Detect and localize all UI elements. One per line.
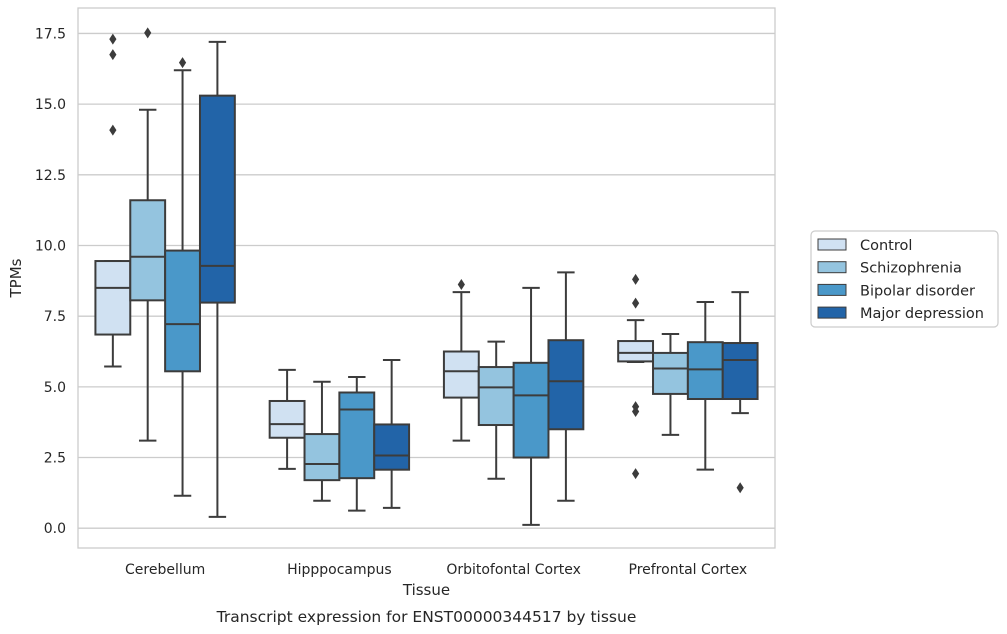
box-body (164, 249, 201, 373)
box-body (652, 351, 689, 395)
box-body (686, 341, 724, 401)
box-body (198, 94, 236, 304)
y-tick-label: 17.5 (35, 26, 66, 42)
x-axis-label: Tissue (402, 581, 450, 599)
legend-label: Major depression (860, 306, 984, 322)
box-body (303, 433, 341, 482)
y-tick-labels: 0.0 2.5 5.0 7.5 10.0 12.5 15.0 17.5 (35, 26, 66, 537)
legend-swatch (817, 283, 847, 296)
box-body (129, 199, 167, 302)
box-body (373, 423, 411, 471)
box-body (94, 260, 132, 336)
legend-swatch (817, 261, 847, 274)
x-tick-labels: Cerebellum Hipppocampus Orbitofontal Corte… (125, 562, 747, 578)
box-body (268, 399, 306, 439)
y-tick-label: 10.0 (35, 238, 66, 254)
x-tick-label: Hipppocampus (287, 562, 392, 578)
outlier-point (144, 27, 152, 39)
legend-swatch (817, 306, 847, 319)
outlier-point (178, 57, 187, 69)
box-body (338, 391, 376, 480)
legend-swatch (817, 238, 847, 251)
box-body (721, 342, 759, 401)
legend-label: Control (860, 238, 912, 254)
plot-frame (77, 7, 776, 549)
box-groups (94, 27, 759, 526)
box-body (547, 339, 585, 431)
y-tick-label: 0.0 (44, 521, 66, 537)
x-tick-label: Cerebellum (125, 562, 205, 578)
outlier-point (457, 279, 465, 291)
outlier-point (109, 49, 117, 61)
legend-label: Bipolar disorder (860, 283, 975, 299)
outlier-point (736, 482, 744, 494)
x-tick-label: Orbitofontal Cortex (446, 562, 581, 578)
x-tick-label: Prefrontal Cortex (629, 562, 748, 578)
legend: Control Schizophrenia Bipolar disorder Majo… (810, 230, 999, 328)
y-tick-label: 5.0 (44, 380, 66, 396)
outlier-point (632, 468, 640, 480)
outlier-point (632, 401, 640, 413)
box-body (512, 361, 550, 459)
y-axis-label: TPMs (7, 258, 25, 298)
box-body (477, 366, 515, 427)
outlier-point (632, 297, 640, 309)
legend-label: Schizophrenia (860, 261, 962, 277)
y-tick-label: 2.5 (44, 451, 66, 467)
outlier-point (109, 33, 117, 45)
figure-caption: Transcript expression for ENST0000034451… (216, 608, 637, 626)
y-tick-label: 15.0 (35, 97, 66, 113)
y-tick-label: 12.5 (35, 168, 66, 184)
box-body (617, 340, 655, 363)
legend-frame (810, 230, 999, 328)
outlier-point (632, 273, 640, 285)
outlier-point (109, 124, 117, 136)
box-body (442, 350, 480, 399)
y-tick-label: 7.5 (44, 309, 66, 325)
